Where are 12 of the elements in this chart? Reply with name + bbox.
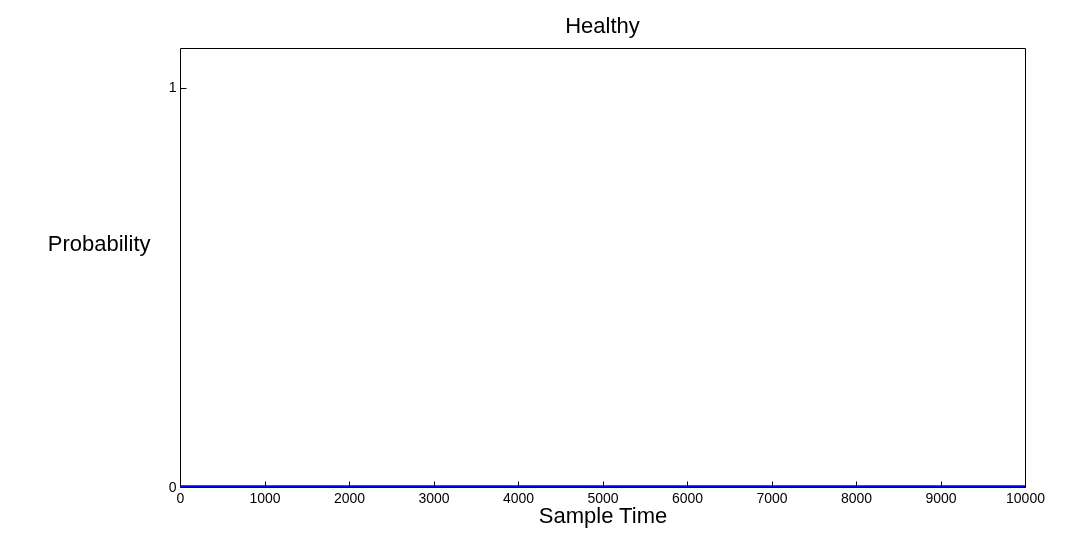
chart-title: Healthy: [565, 13, 640, 38]
x-tick-label: 6000: [671, 489, 704, 506]
x-tick-label: 1000: [249, 489, 281, 506]
y-tick-label: 1: [168, 79, 177, 96]
x-tick-label: 4000: [502, 489, 535, 506]
x-tick-label: 8000: [840, 489, 873, 506]
y-axis-title: Probability: [47, 230, 151, 256]
x-tick-label: 9000: [925, 489, 957, 506]
x-tick-label: 7000: [756, 489, 788, 506]
x-tick-label: 3000: [418, 489, 450, 506]
x-tick-label: 2000: [333, 489, 366, 506]
x-tick-label: 10000: [1006, 489, 1046, 506]
